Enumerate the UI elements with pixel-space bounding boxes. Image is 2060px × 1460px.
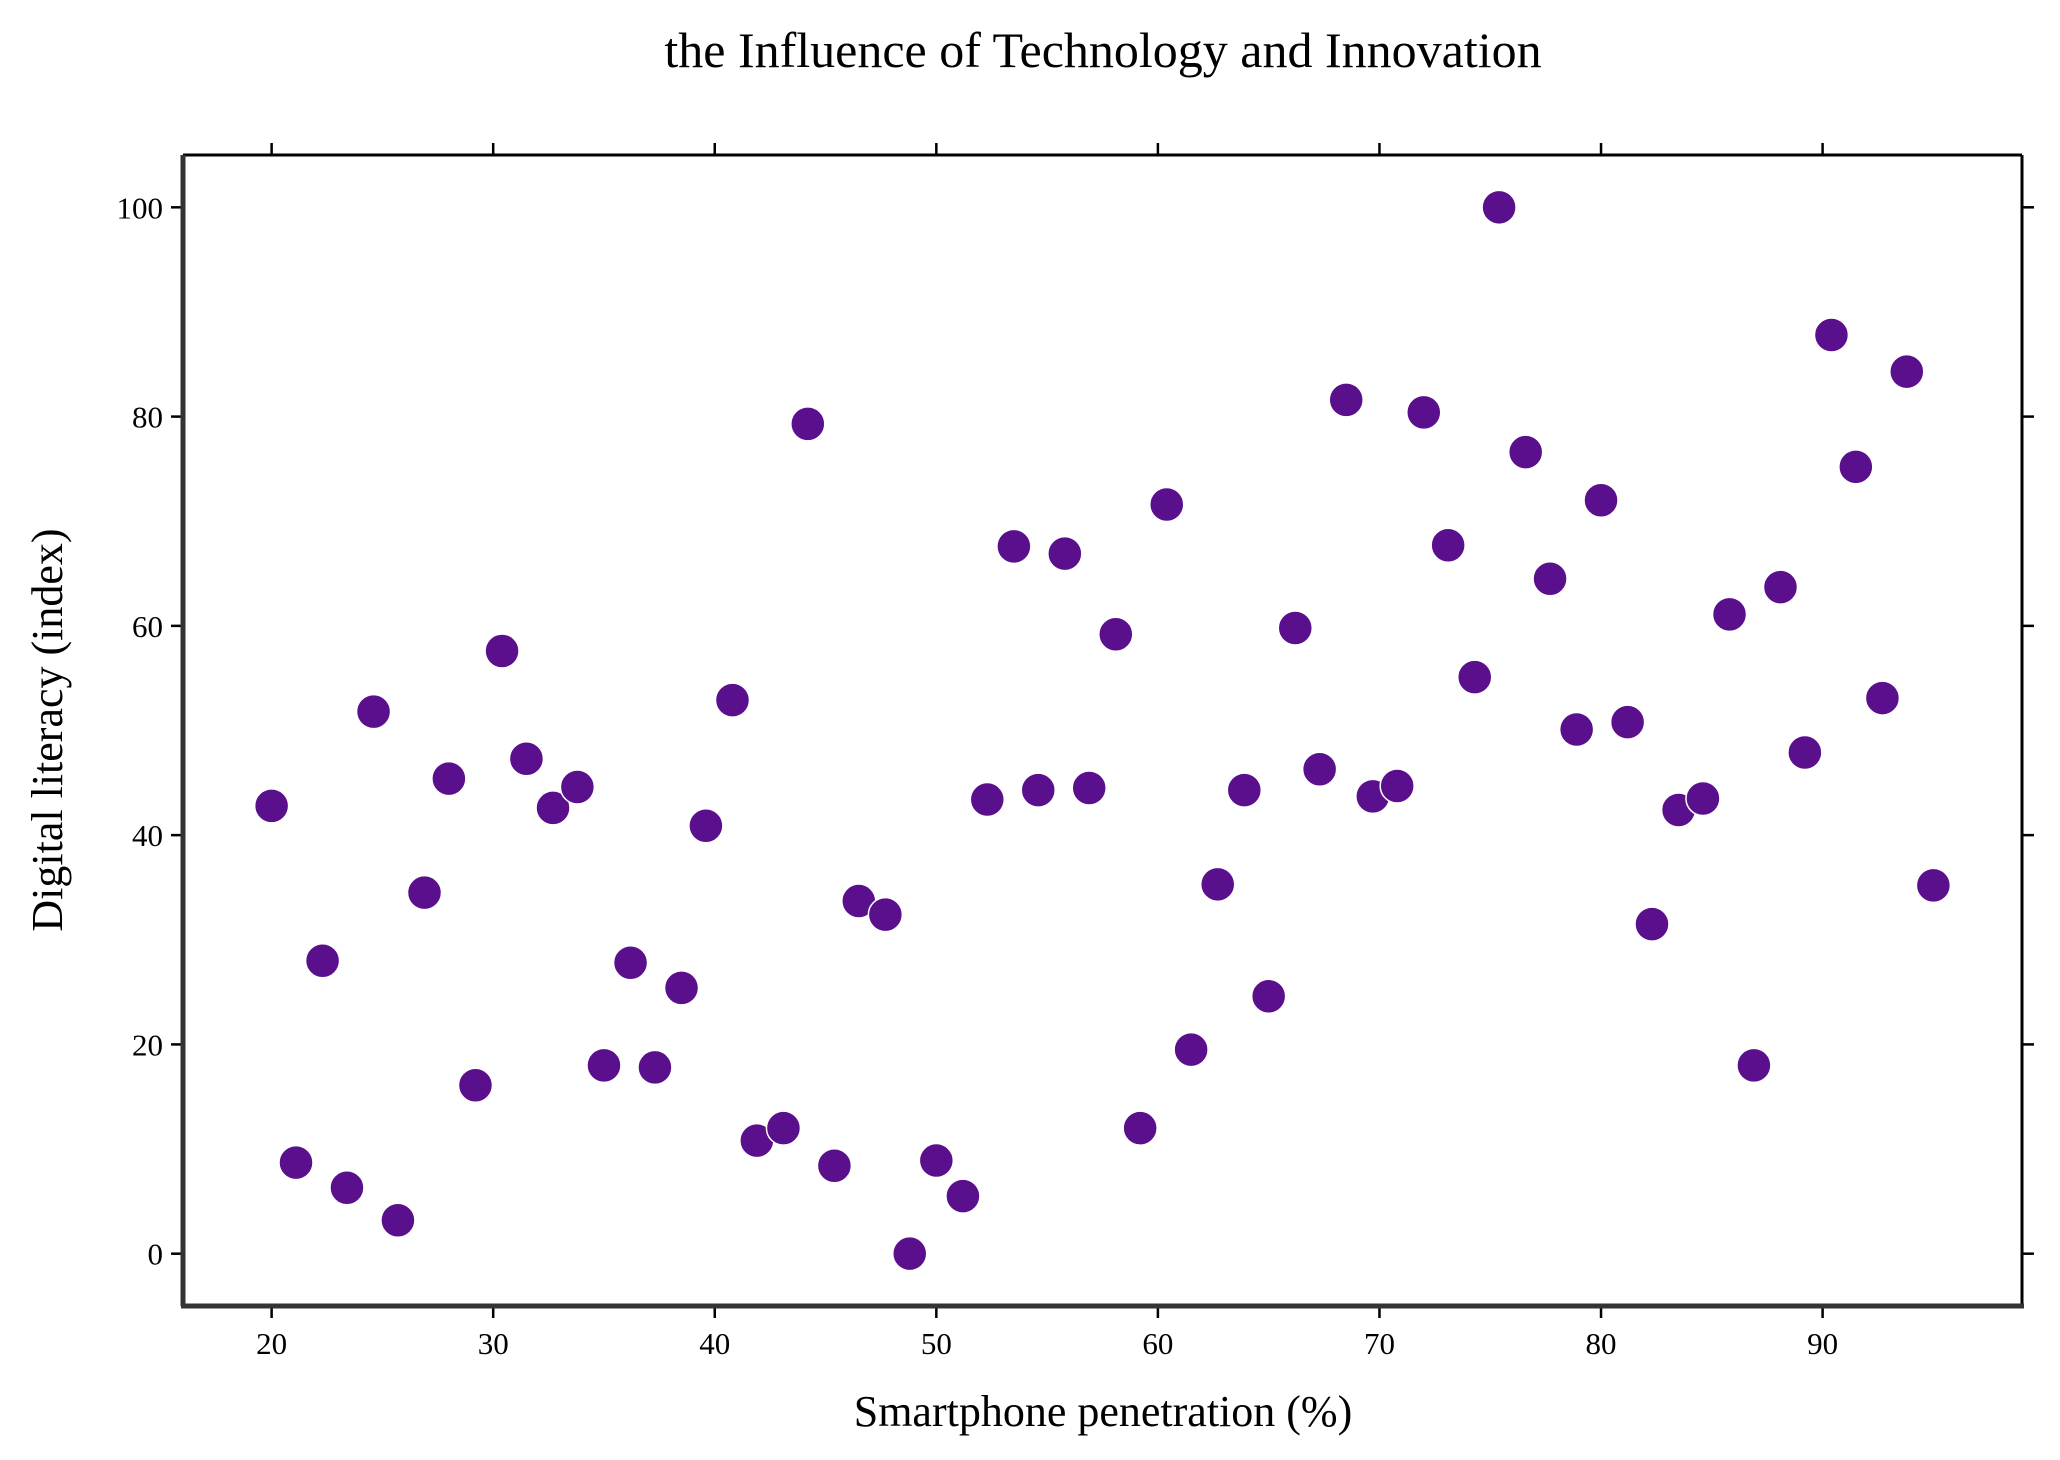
data-point <box>1889 353 1925 390</box>
data-point <box>1071 770 1107 806</box>
data-point <box>1122 1110 1158 1146</box>
chart-title: the Influence of Technology and Innovati… <box>664 22 1541 78</box>
data-point <box>816 1148 853 1184</box>
data-point <box>1149 486 1185 523</box>
data-point <box>1277 610 1314 646</box>
data-point <box>945 1178 981 1214</box>
x-tick-label: 70 <box>1364 1326 1395 1361</box>
data-point <box>484 633 520 669</box>
data-point <box>1098 616 1134 652</box>
data-point <box>969 781 1006 818</box>
data-point <box>355 693 392 730</box>
data-point <box>1379 768 1415 804</box>
data-point <box>1609 704 1646 740</box>
data-point <box>508 741 545 777</box>
data-point <box>790 406 826 442</box>
y-tick-label: 80 <box>132 400 163 435</box>
x-tick-label: 90 <box>1807 1326 1838 1361</box>
data-point <box>457 1067 494 1103</box>
data-point <box>1301 751 1338 787</box>
x-tick-label: 50 <box>921 1326 952 1361</box>
data-point <box>1583 482 1619 519</box>
data-point <box>1047 535 1083 572</box>
data-point <box>1406 394 1442 431</box>
x-axis-label: Smartphone penetration (%) <box>854 1387 1353 1436</box>
y-tick-label: 0 <box>148 1237 164 1272</box>
data-points <box>253 189 1952 1272</box>
y-tick-label: 40 <box>132 818 163 853</box>
data-point <box>1430 527 1466 564</box>
data-point <box>253 788 290 824</box>
data-point <box>1558 711 1595 748</box>
data-point <box>637 1049 673 1086</box>
x-tick-label: 40 <box>699 1326 730 1361</box>
data-point <box>1250 978 1287 1015</box>
data-point <box>1481 189 1517 226</box>
data-point <box>612 945 649 981</box>
data-point <box>663 970 700 1006</box>
data-point <box>278 1144 314 1181</box>
data-point <box>1226 772 1263 808</box>
data-point <box>1199 866 1236 903</box>
data-point <box>329 1170 365 1206</box>
data-point <box>586 1047 622 1084</box>
data-point <box>1864 680 1901 716</box>
data-point <box>1787 734 1823 771</box>
data-point <box>891 1235 928 1272</box>
x-tick-label: 30 <box>478 1326 509 1361</box>
data-point <box>431 760 467 797</box>
x-tick-label: 20 <box>256 1326 287 1361</box>
y-tick-label: 60 <box>132 609 163 644</box>
data-point <box>996 528 1032 565</box>
data-point <box>406 874 443 911</box>
data-point <box>1634 906 1670 942</box>
x-tick-label: 60 <box>1142 1326 1173 1361</box>
data-point <box>867 896 904 933</box>
data-point <box>1532 561 1568 597</box>
data-point <box>1762 569 1799 605</box>
data-point <box>304 942 341 979</box>
data-point <box>918 1142 955 1179</box>
data-point <box>1507 434 1544 470</box>
y-axis-label: Digital literacy (index) <box>23 528 72 931</box>
data-point <box>559 769 596 805</box>
data-point <box>1813 317 1850 353</box>
data-point <box>765 1110 802 1146</box>
data-point <box>1456 659 1493 695</box>
data-point <box>380 1202 416 1238</box>
y-tick-label: 20 <box>132 1027 163 1062</box>
data-point <box>535 790 571 826</box>
data-point <box>688 807 724 844</box>
data-point <box>1711 596 1748 633</box>
x-tick-label: 80 <box>1586 1326 1617 1361</box>
data-point <box>1020 772 1056 808</box>
data-point <box>1838 449 1874 485</box>
data-point <box>1915 867 1952 904</box>
data-point <box>1328 382 1364 418</box>
data-point <box>1685 780 1721 817</box>
data-point <box>1736 1047 1772 1084</box>
data-point <box>714 682 751 718</box>
axis-ticks: 20 30 40 50 60 70 80 90 0 20 40 60 80 100 <box>117 143 2034 1361</box>
data-point <box>1173 1031 1209 1068</box>
y-tick-label: 100 <box>117 190 164 225</box>
